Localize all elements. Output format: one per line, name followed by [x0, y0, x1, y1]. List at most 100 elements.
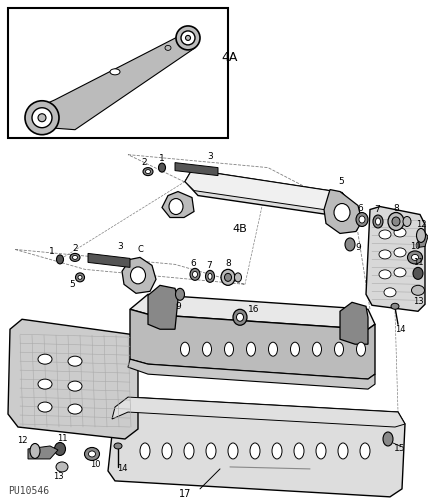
- Ellipse shape: [56, 255, 63, 264]
- Text: 12: 12: [416, 220, 426, 229]
- Ellipse shape: [357, 342, 366, 356]
- Ellipse shape: [56, 462, 68, 472]
- Text: 6: 6: [190, 259, 196, 268]
- Ellipse shape: [392, 217, 400, 226]
- Polygon shape: [35, 28, 195, 130]
- Ellipse shape: [68, 356, 82, 366]
- Text: 13: 13: [53, 472, 63, 482]
- Ellipse shape: [131, 267, 146, 284]
- Ellipse shape: [373, 215, 383, 228]
- Ellipse shape: [169, 198, 183, 214]
- Ellipse shape: [70, 254, 80, 262]
- Polygon shape: [340, 302, 368, 344]
- Ellipse shape: [247, 342, 256, 356]
- Polygon shape: [324, 190, 362, 234]
- Ellipse shape: [205, 270, 214, 282]
- Text: 11: 11: [57, 434, 67, 444]
- Polygon shape: [130, 310, 375, 379]
- Text: 3: 3: [207, 152, 213, 161]
- Ellipse shape: [175, 288, 184, 300]
- Text: 8: 8: [225, 259, 231, 268]
- Polygon shape: [88, 254, 130, 268]
- Ellipse shape: [272, 443, 282, 459]
- Ellipse shape: [413, 268, 423, 280]
- Text: 4A: 4A: [222, 52, 238, 64]
- Ellipse shape: [140, 443, 150, 459]
- Polygon shape: [418, 232, 428, 248]
- Text: 4B: 4B: [233, 224, 247, 234]
- Ellipse shape: [407, 251, 422, 264]
- Ellipse shape: [25, 101, 59, 134]
- Ellipse shape: [375, 218, 380, 225]
- Text: 8: 8: [393, 204, 399, 213]
- Ellipse shape: [345, 238, 355, 251]
- Ellipse shape: [225, 342, 234, 356]
- Text: 7: 7: [206, 261, 212, 270]
- Polygon shape: [366, 206, 425, 312]
- Ellipse shape: [110, 69, 120, 75]
- Text: 10: 10: [410, 242, 420, 251]
- Polygon shape: [108, 397, 405, 497]
- Ellipse shape: [68, 404, 82, 414]
- Ellipse shape: [38, 354, 52, 364]
- Ellipse shape: [158, 163, 166, 172]
- Ellipse shape: [235, 273, 241, 282]
- Polygon shape: [8, 320, 138, 439]
- Text: 13: 13: [413, 297, 423, 306]
- Ellipse shape: [208, 274, 212, 280]
- Ellipse shape: [162, 443, 172, 459]
- Polygon shape: [162, 192, 194, 218]
- Ellipse shape: [338, 443, 348, 459]
- Ellipse shape: [391, 304, 399, 310]
- Ellipse shape: [379, 250, 391, 259]
- Text: 10: 10: [90, 460, 100, 469]
- Ellipse shape: [359, 216, 365, 223]
- Ellipse shape: [233, 310, 247, 326]
- Ellipse shape: [335, 342, 344, 356]
- Text: 3: 3: [117, 242, 123, 251]
- Polygon shape: [128, 359, 375, 389]
- Text: C: C: [137, 245, 143, 254]
- Text: 9: 9: [175, 302, 181, 311]
- Ellipse shape: [181, 31, 195, 45]
- Ellipse shape: [394, 248, 406, 257]
- Ellipse shape: [356, 212, 368, 226]
- Text: 2: 2: [72, 244, 78, 253]
- Ellipse shape: [190, 268, 200, 280]
- Ellipse shape: [228, 443, 238, 459]
- Ellipse shape: [312, 342, 321, 356]
- Ellipse shape: [54, 442, 65, 456]
- Bar: [8, 8, 228, 138]
- Ellipse shape: [394, 268, 406, 277]
- Ellipse shape: [334, 204, 350, 222]
- Ellipse shape: [316, 443, 326, 459]
- Ellipse shape: [403, 216, 411, 226]
- Ellipse shape: [383, 432, 393, 446]
- Ellipse shape: [379, 270, 391, 279]
- Ellipse shape: [379, 230, 391, 239]
- Text: 15: 15: [394, 444, 406, 454]
- Text: PU10546: PU10546: [8, 486, 49, 496]
- Ellipse shape: [68, 381, 82, 391]
- Ellipse shape: [38, 114, 46, 122]
- Ellipse shape: [394, 228, 406, 237]
- Text: 2: 2: [141, 158, 147, 167]
- Ellipse shape: [411, 286, 425, 296]
- Ellipse shape: [165, 46, 171, 51]
- Text: 5: 5: [338, 177, 344, 186]
- Ellipse shape: [416, 228, 425, 242]
- Text: 1: 1: [159, 154, 165, 163]
- Text: 11: 11: [413, 258, 423, 267]
- Ellipse shape: [384, 288, 396, 297]
- Ellipse shape: [237, 314, 244, 322]
- Text: 17: 17: [179, 489, 191, 499]
- Polygon shape: [130, 294, 375, 329]
- Text: 14: 14: [395, 324, 405, 334]
- Ellipse shape: [294, 443, 304, 459]
- Ellipse shape: [72, 256, 77, 260]
- Polygon shape: [112, 397, 405, 427]
- Ellipse shape: [143, 168, 153, 175]
- Text: 1: 1: [49, 247, 55, 256]
- Ellipse shape: [146, 170, 151, 173]
- Ellipse shape: [221, 270, 235, 285]
